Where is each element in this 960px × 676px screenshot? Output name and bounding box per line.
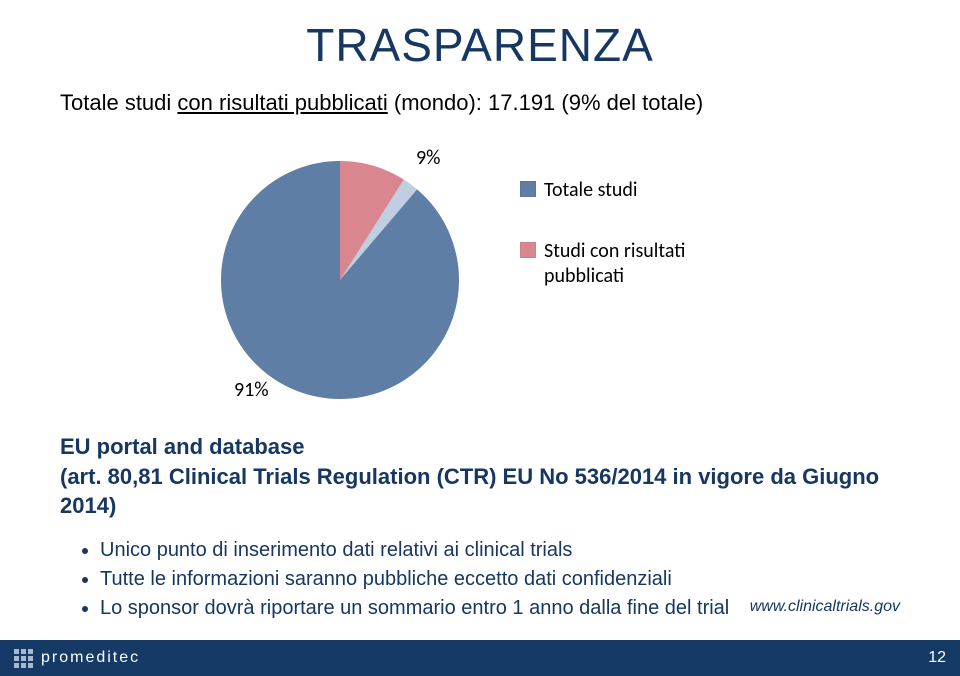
legend-text: Studi con risultati pubblicati — [544, 239, 685, 289]
pie-label-91: 91% — [234, 378, 269, 402]
body-heading-2: (art. 80,81 Clinical Trials Regulation (… — [60, 462, 900, 521]
subtitle-post: (mondo): 17.191 (9% del totale) — [388, 90, 704, 115]
logo-text: promeditec — [41, 649, 140, 667]
attribution: www.clinicaltrials.gov — [750, 598, 900, 616]
pie-svg — [210, 150, 470, 410]
legend-item: Totale studi — [520, 178, 685, 203]
pie-label-9: 9% — [416, 146, 440, 170]
subtitle-pre: Totale studi — [60, 90, 177, 115]
footer-logo: promeditec — [14, 649, 140, 668]
body-heading-1: EU portal and database — [60, 432, 900, 462]
slide: { "colors": { "brand_navy": "#163761", "… — [0, 0, 960, 676]
legend-swatch — [520, 181, 536, 197]
slide-subtitle: Totale studi con risultati pubblicati (m… — [60, 90, 900, 116]
page-number: 12 — [928, 649, 946, 667]
logo-dots-icon — [14, 649, 33, 668]
bullet-item: Tutte le informazioni saranno pubbliche … — [100, 566, 900, 593]
footer-bar: promeditec 12 — [0, 640, 960, 676]
body-text: EU portal and database (art. 80,81 Clini… — [60, 432, 900, 624]
legend-item: Studi con risultati pubblicati — [520, 239, 685, 289]
bullet-item: Unico punto di inserimento dati relativi… — [100, 537, 900, 564]
legend-text: Totale studi — [544, 178, 638, 203]
pie-chart: 9% 91% Totale studi Studi con risultati … — [90, 130, 870, 430]
pie: 9% 91% — [210, 150, 470, 410]
chart-legend: Totale studi Studi con risultati pubblic… — [520, 178, 685, 325]
legend-swatch — [520, 242, 536, 258]
slide-title: TRASPARENZA — [0, 18, 960, 72]
subtitle-underlined: con risultati pubblicati — [177, 90, 387, 115]
